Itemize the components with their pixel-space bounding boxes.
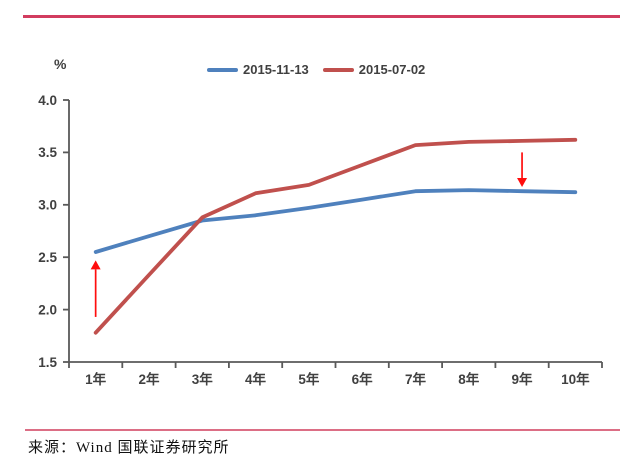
svg-text:1.5: 1.5: [38, 355, 57, 370]
series-line-2015-07-02: [93, 137, 578, 335]
series-line-2015-11-13: [93, 188, 578, 254]
svg-text:3.5: 3.5: [38, 145, 57, 160]
y-axis-unit-label: %: [54, 56, 67, 72]
svg-text:9年: 9年: [512, 371, 534, 387]
svg-text:4年: 4年: [245, 371, 267, 387]
svg-text:2.0: 2.0: [38, 302, 57, 317]
legend-label-series2: 2015-07-02: [358, 62, 426, 77]
svg-text:5年: 5年: [298, 371, 320, 387]
y-axis-tick-labels: 1.5 2.0 2.5 3.0 3.5 4.0: [38, 93, 57, 370]
svg-text:3.0: 3.0: [38, 198, 57, 213]
svg-text:8年: 8年: [458, 371, 480, 387]
legend-item-series1: 2015-11-13: [207, 62, 309, 77]
svg-text:4.0: 4.0: [38, 93, 57, 108]
svg-text:7年: 7年: [405, 371, 427, 387]
line-chart: 1.5 2.0 2.5 3.0 3.5 4.0 1年 2年 3年 4年 5年 6年 7年 8年 9年 10年: [38, 93, 603, 387]
svg-text:6年: 6年: [352, 371, 374, 387]
up-arrow-annotation: [90, 260, 101, 317]
x-axis-tick-labels: 1年 2年 3年 4年 5年 6年 7年 8年 9年 10年: [85, 371, 590, 387]
svg-text:3年: 3年: [192, 371, 214, 387]
chart-axes: [63, 99, 603, 368]
down-arrow-annotation: [517, 152, 528, 187]
legend-label-series1: 2015-11-13: [243, 62, 309, 77]
bottom-divider-rule: [25, 429, 620, 431]
source-label: 来源：Wind 国联证券研究所: [28, 440, 230, 456]
legend-swatch-blue: [207, 67, 238, 72]
svg-text:1年: 1年: [85, 371, 107, 387]
legend-swatch-red: [322, 67, 354, 72]
chart-legend: 2015-11-13 2015-07-02: [207, 62, 425, 77]
svg-text:2年: 2年: [138, 371, 160, 387]
svg-text:2.5: 2.5: [38, 250, 57, 265]
svg-text:10年: 10年: [561, 371, 590, 387]
legend-item-series2: 2015-07-02: [322, 62, 426, 77]
top-divider-rule: [23, 15, 620, 18]
